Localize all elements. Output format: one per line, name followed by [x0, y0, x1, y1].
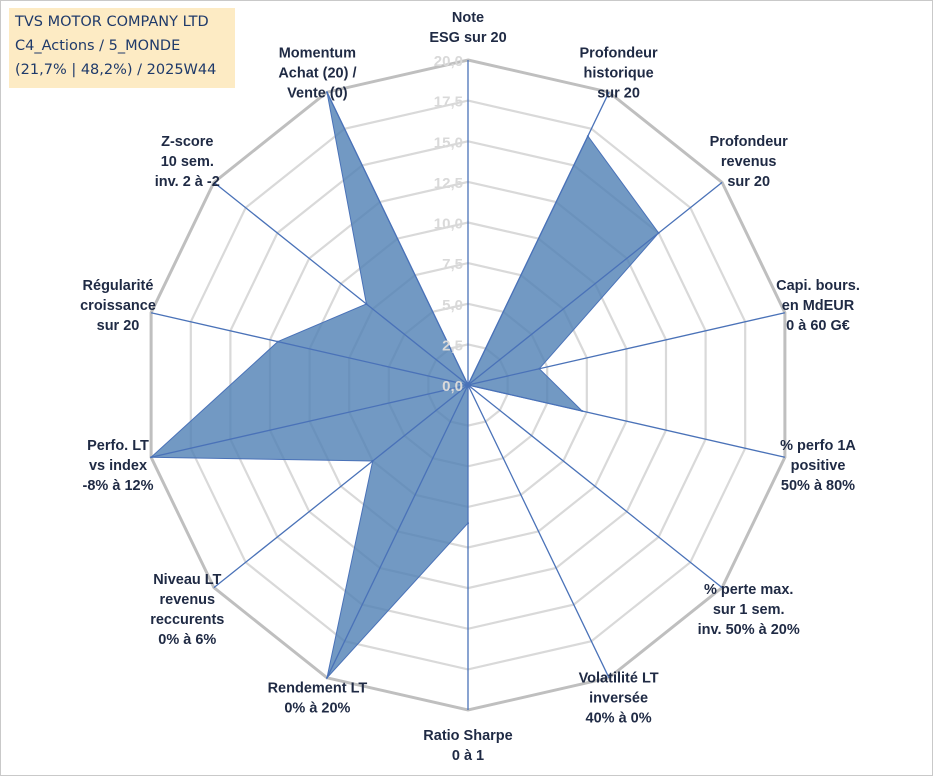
axis-label-line: Momentum	[279, 45, 356, 61]
axis-label-line: positive	[791, 458, 846, 474]
chart-title-box: TVS MOTOR COMPANY LTD C4_Actions / 5_MON…	[9, 8, 235, 88]
axis-label-line: sur 20	[727, 174, 770, 190]
spoke-4	[467, 384, 786, 458]
axis-label-line: Note	[452, 10, 484, 26]
axis-label-line: inversée	[589, 691, 648, 707]
tick-label: 12,5	[434, 175, 463, 192]
axis-label-line: Profondeur	[580, 45, 658, 61]
tick-label: 5,0	[442, 297, 463, 314]
tick-label: 15,0	[434, 134, 463, 151]
axis-label-line: 0 à 60 G€	[786, 318, 850, 334]
axis-label-8: Rendement LT 0% à 20%	[268, 681, 368, 717]
axis-label-line: Rendement LT	[268, 681, 368, 697]
axis-label-line: 10 sem.	[161, 154, 214, 170]
tick-label: 10,0	[434, 216, 463, 233]
axis-label-line: Régularité	[83, 278, 154, 294]
axis-label-line: 0% à 20%	[284, 701, 350, 717]
axis-label-line: Capi. bours.	[776, 278, 860, 294]
axis-label-12: Z-score 10 sem. inv. 2 à -2	[155, 134, 220, 190]
portfolio-path: C4_Actions / 5_MONDE	[15, 38, 181, 54]
spoke-10	[150, 384, 469, 458]
axis-label-4: % perfo 1A positive 50% à 80%	[780, 438, 856, 494]
spoke-12	[213, 181, 469, 386]
radar-tick-labels: 0,0 2,5 5,0 7,5 10,0 12,5 15,0 17,5 20,0	[434, 53, 463, 395]
axis-label-line: 0% à 6%	[158, 632, 216, 648]
company-name: TVS MOTOR COMPANY LTD	[15, 14, 209, 30]
axis-label-line: Perfo. LT	[87, 438, 149, 454]
spoke-5	[467, 384, 723, 589]
spoke-13	[326, 91, 469, 386]
axis-label-line: -8% à 12%	[83, 478, 154, 494]
axis-label-line: 0 à 1	[452, 748, 484, 764]
spoke-2	[467, 181, 723, 386]
axis-label-0: Note ESG sur 20	[429, 10, 506, 46]
spoke-6	[467, 384, 610, 679]
axis-label-10: Perfo. LT vs index -8% à 12%	[83, 438, 154, 494]
spoke-1	[467, 91, 610, 386]
axis-label-line: revenus	[721, 154, 777, 170]
axis-label-7: Ratio Sharpe 0 à 1	[423, 728, 512, 764]
axis-label-line: sur 1 sem.	[713, 602, 785, 618]
tick-label: 20,0	[434, 53, 463, 70]
axis-label-line: croissance	[80, 298, 156, 314]
axis-label-line: Volatilité LT	[579, 671, 659, 687]
stats-week: (21,7% | 48,2%) / 2025W44	[15, 62, 217, 78]
spoke-9	[213, 384, 469, 589]
spoke-11	[150, 312, 469, 386]
axis-label-line: % perte max.	[704, 582, 793, 598]
axis-label-line: inv. 2 à -2	[155, 174, 220, 190]
axis-label-line: Achat (20) /	[278, 65, 356, 81]
axis-label-line: historique	[584, 65, 654, 81]
axis-label-line: sur 20	[97, 318, 140, 334]
axis-label-9: Niveau LT revenus reccurents 0% à 6%	[150, 572, 224, 648]
series-area	[149, 91, 660, 680]
radar-axis-labels: Note ESG sur 20 Profondeur historique sur 20…	[80, 10, 860, 764]
axis-label-3: Capi. bours. en MdEUR 0 à 60 G€	[776, 278, 860, 334]
axis-label-line: Profondeur	[710, 134, 788, 150]
axis-label-6: Volatilité LT inversée 40% à 0%	[579, 671, 659, 727]
axis-label-line: Niveau LT	[153, 572, 221, 588]
axis-label-line: vs index	[89, 458, 147, 474]
axis-label-line: inv. 50% à 20%	[698, 622, 800, 638]
axis-label-line: 40% à 0%	[586, 711, 652, 727]
tick-label: 17,5	[434, 94, 463, 111]
axis-label-line: reccurents	[150, 612, 224, 628]
axis-label-line: sur 20	[597, 85, 640, 101]
axis-label-line: Vente (0)	[287, 85, 348, 101]
axis-label-line: en MdEUR	[782, 298, 855, 314]
radar-spokes	[150, 60, 786, 710]
axis-label-5: % perte max. sur 1 sem. inv. 50% à 20%	[698, 582, 800, 638]
axis-label-line: revenus	[159, 592, 215, 608]
axis-label-line: % perfo 1A	[780, 438, 856, 454]
axis-label-2: Profondeur revenus sur 20	[710, 134, 788, 190]
spoke-3	[467, 312, 786, 386]
axis-label-11: Régularité croissance sur 20	[80, 278, 156, 334]
tick-label: 0,0	[442, 378, 463, 395]
axis-label-13: Momentum Achat (20) / Vente (0)	[278, 45, 356, 101]
tick-label: 7,5	[442, 256, 463, 273]
axis-label-line: ESG sur 20	[429, 30, 506, 46]
axis-label-1: Profondeur historique sur 20	[580, 45, 658, 101]
spoke-8	[326, 384, 469, 679]
tick-label: 2,5	[442, 337, 463, 354]
axis-label-line: Ratio Sharpe	[423, 728, 512, 744]
axis-label-line: Z-score	[161, 134, 213, 150]
radar-series	[149, 91, 660, 680]
axis-label-line: 50% à 80%	[781, 478, 855, 494]
